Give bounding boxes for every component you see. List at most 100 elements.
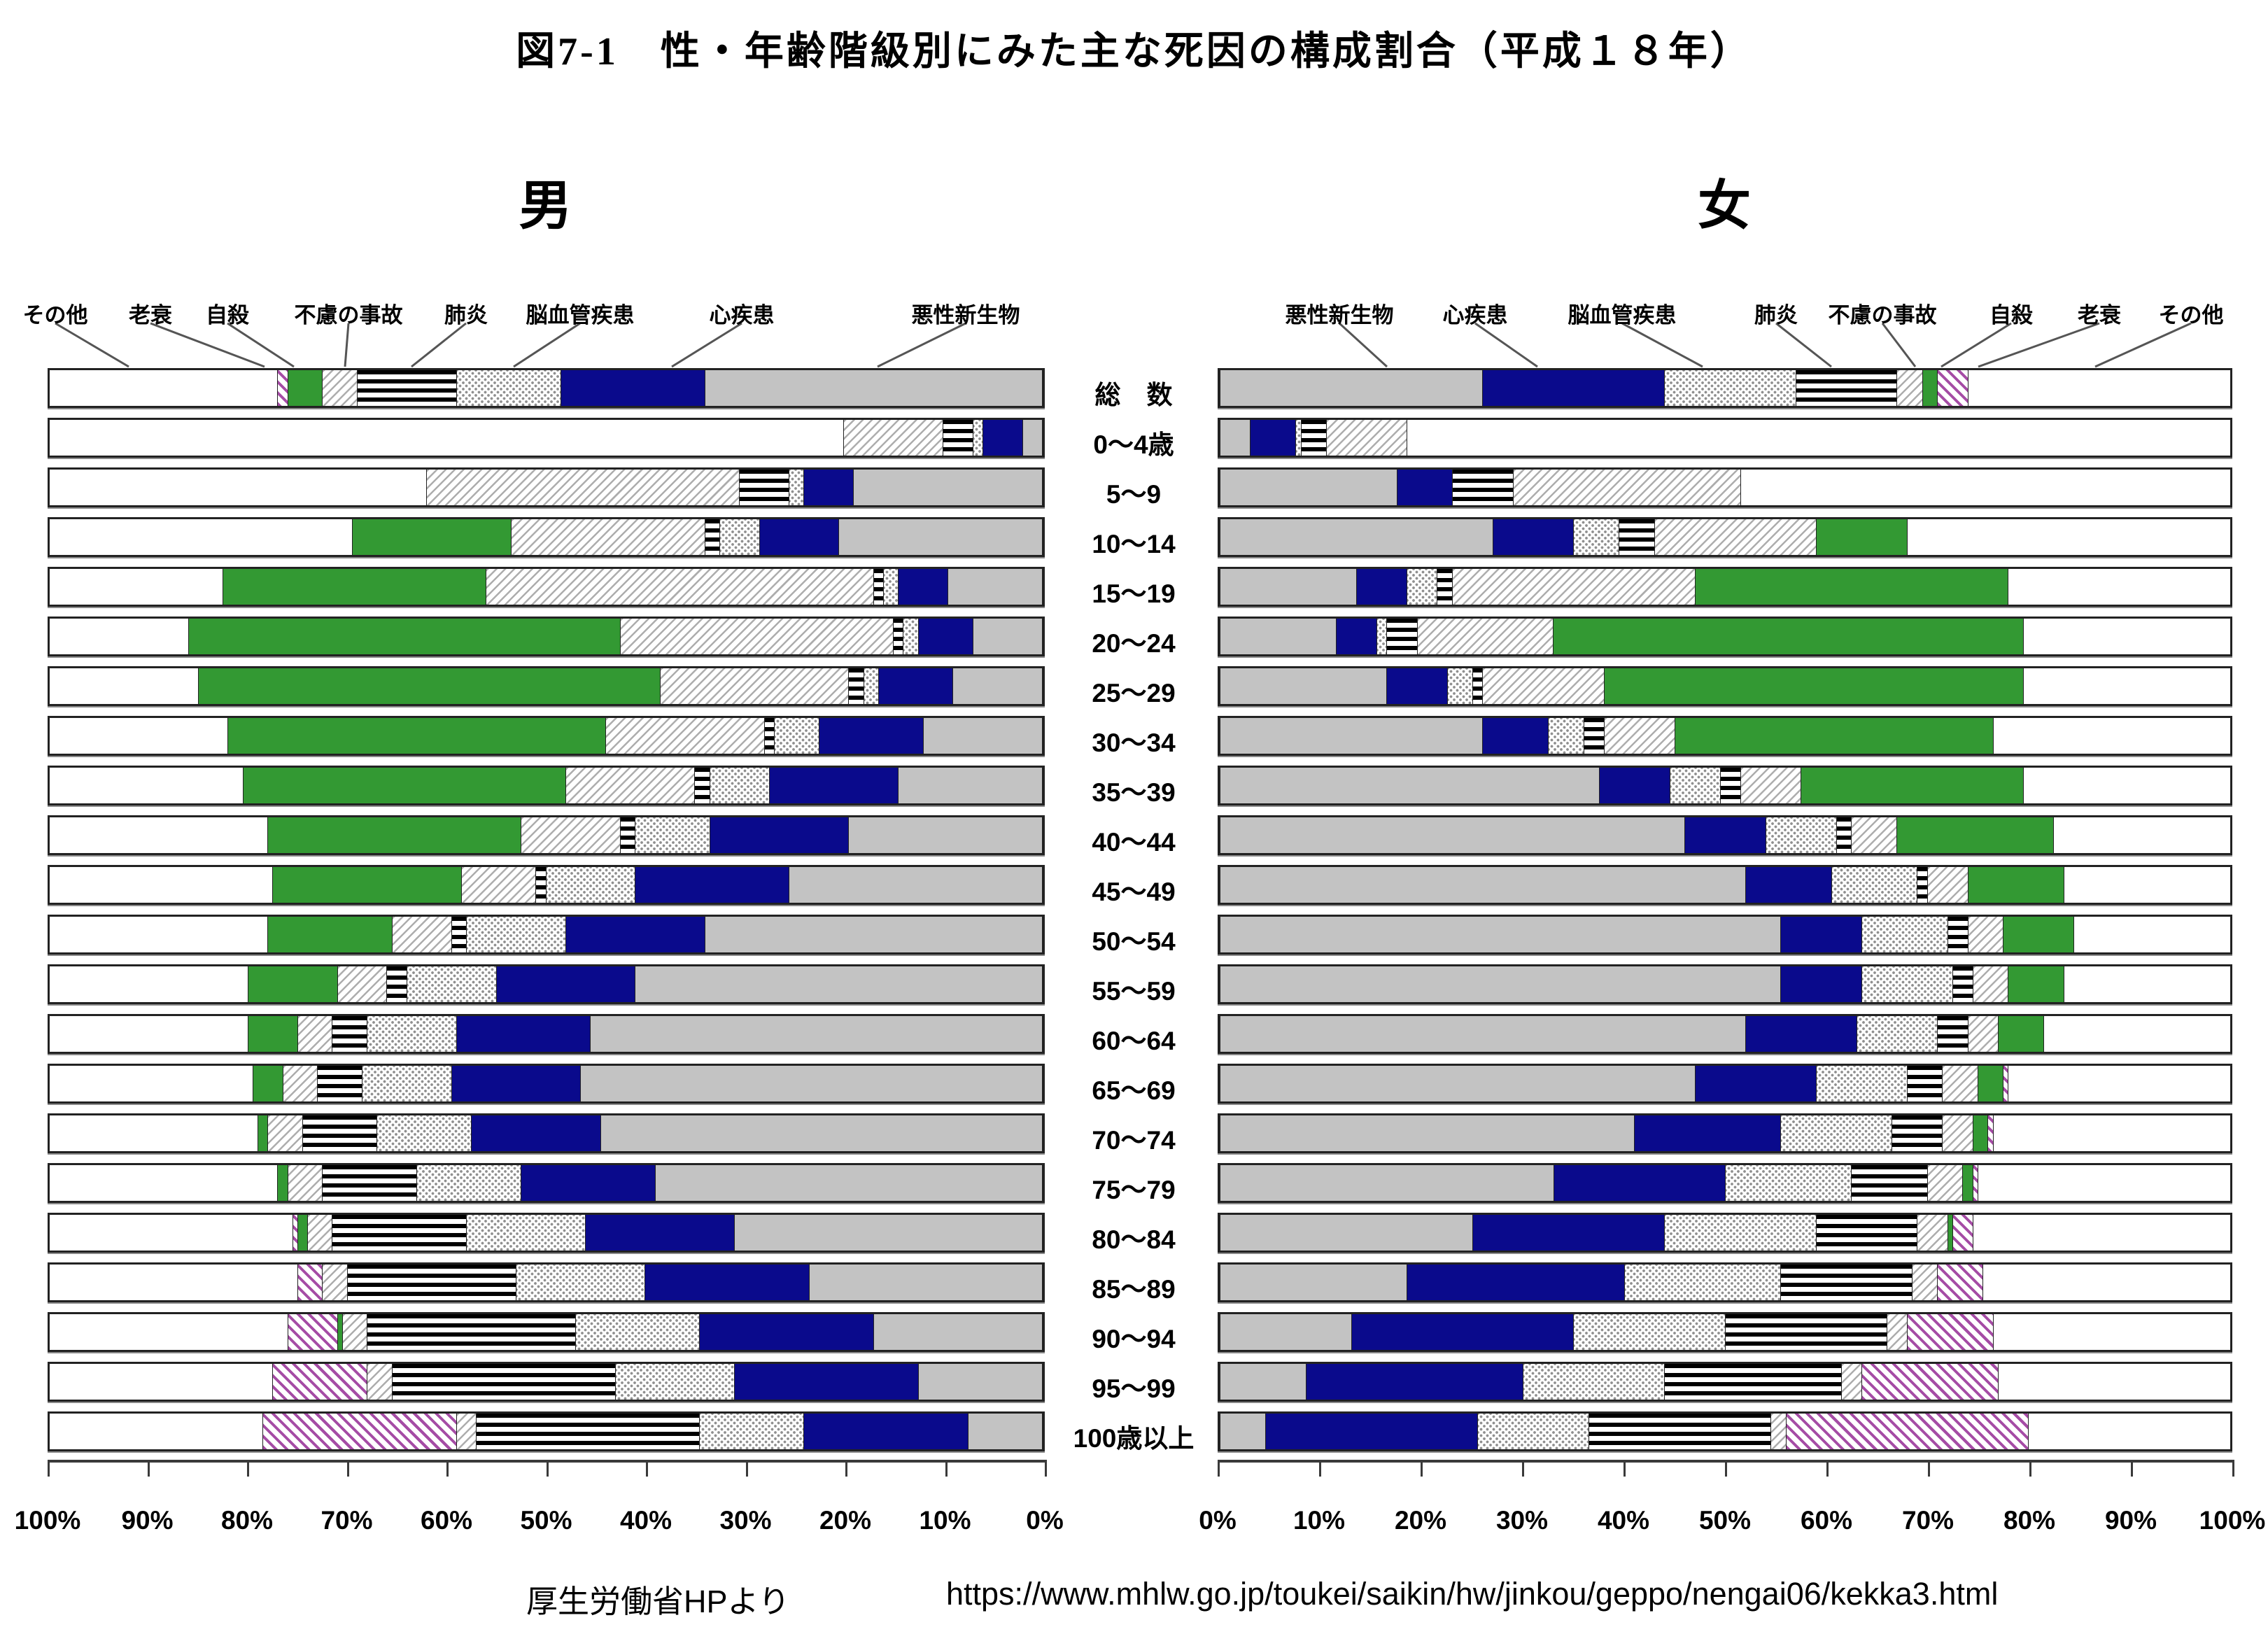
bar-row-female-11: [1218, 915, 2232, 955]
axis-tick-label-male-6: 40%: [619, 1506, 672, 1535]
bar-segment-senility: [1861, 1364, 1998, 1400]
bar-segment-cerebrovascular: [883, 569, 899, 605]
bar-row-female-9: [1218, 815, 2232, 855]
bar-segment-accidents: [1452, 569, 1695, 605]
bar-row-male-13: [48, 1014, 1045, 1054]
bar-segment-suicide: [1922, 370, 1938, 406]
bar-segment-malignant: [1220, 519, 1493, 555]
bar-segment-suicide: [248, 1016, 298, 1052]
bar-segment-senility: [293, 1215, 298, 1251]
bar-segment-cerebrovascular: [407, 966, 497, 1002]
bar-segment-pneumonia: [1472, 668, 1483, 704]
bar-segment-accidents: [323, 1265, 348, 1300]
bar-segment-other: [50, 668, 199, 704]
bar-segment-cerebrovascular: [1664, 370, 1796, 406]
bar-segment-heart: [1598, 768, 1670, 803]
bar-segment-pneumonia: [1437, 569, 1453, 605]
bar-segment-cerebrovascular: [1861, 966, 1952, 1002]
bar-segment-cerebrovascular: [1815, 1066, 1907, 1101]
bar-segment-malignant: [809, 1265, 1043, 1300]
axis-tick-male-0: [48, 1460, 50, 1477]
bar-segment-heart: [1482, 718, 1549, 754]
cause-label-suicide-male: 自殺: [206, 303, 249, 328]
bar-segment-suicide: [2008, 966, 2064, 1002]
bar-row-male-8: [48, 766, 1045, 805]
bar-segment-senility: [1937, 370, 1968, 406]
cause-label-cerebrovascular-male: 脳血管疾患: [526, 303, 635, 328]
footer-source: 厚生労働省HPより: [526, 1584, 790, 1619]
bar-segment-accidents: [605, 718, 765, 754]
bar-segment-malignant: [1220, 1215, 1472, 1251]
bar-segment-other: [50, 1016, 248, 1052]
bar-segment-pneumonia: [1836, 817, 1852, 853]
bar-row-female-0: [1218, 368, 2232, 408]
figure-title: 図7-1 性・年齢階級別にみた主な死因の構成割合（平成１８年）: [516, 30, 1752, 73]
bar-segment-pneumonia: [477, 1414, 700, 1449]
bar-segment-other: [1967, 370, 2230, 406]
bar-segment-pneumonia: [387, 966, 407, 1002]
age-label-7: 30～34: [1092, 728, 1176, 757]
chart-heading-male: 男: [519, 176, 574, 236]
bar-segment-suicide: [1967, 867, 2064, 903]
bar-row-female-19: [1218, 1312, 2232, 1352]
bar-segment-other: [1982, 1265, 2230, 1300]
bar-segment-accidents: [456, 1414, 477, 1449]
cause-label-heart-female: 心疾患: [1442, 303, 1508, 328]
bar-segment-heart: [1305, 1364, 1523, 1400]
bar-segment-cerebrovascular: [789, 470, 805, 505]
bar-segment-suicide: [1553, 619, 2023, 654]
bar-segment-other: [2053, 817, 2230, 853]
bar-segment-suicide: [1674, 718, 1993, 754]
bar-segment-pneumonia: [367, 1314, 577, 1350]
bar-segment-suicide: [1815, 519, 1907, 555]
bar-segment-suicide: [1801, 768, 2023, 803]
bar-row-female-4: [1218, 567, 2232, 607]
bar-segment-other: [2043, 1016, 2230, 1052]
age-label-21: 100歳以上: [1073, 1424, 1195, 1453]
bar-segment-cerebrovascular: [1573, 1314, 1725, 1350]
bar-segment-heart: [635, 867, 790, 903]
bar-segment-senility: [263, 1414, 457, 1449]
bar-segment-heart: [1472, 1215, 1665, 1251]
bar-segment-other: [50, 917, 269, 952]
bar-segment-heart: [1684, 817, 1766, 853]
bar-segment-accidents: [1841, 1364, 1861, 1400]
bar-segment-heart: [645, 1265, 810, 1300]
bar-segment-pneumonia: [1724, 1314, 1887, 1350]
bar-segment-suicide: [1977, 1066, 2003, 1101]
axis-tick-label-male-9: 10%: [919, 1506, 971, 1535]
axis-tick-male-3: [346, 1460, 349, 1477]
bar-segment-other: [50, 1314, 288, 1350]
bar-row-female-7: [1218, 716, 2232, 756]
bar-segment-other: [50, 569, 224, 605]
bar-segment-accidents: [461, 867, 537, 903]
bar-segment-suicide: [337, 1314, 343, 1350]
bar-segment-pneumonia: [1664, 1364, 1842, 1400]
bar-segment-pneumonia: [1815, 1215, 1917, 1251]
bar-segment-heart: [1780, 966, 1861, 1002]
bar-segment-malignant: [854, 470, 1043, 505]
bar-segment-accidents: [268, 1115, 303, 1151]
bar-segment-cerebrovascular: [516, 1265, 646, 1300]
bar-segment-heart: [982, 420, 1023, 456]
bar-segment-accidents: [1927, 1165, 1963, 1201]
bar-segment-cerebrovascular: [362, 1066, 452, 1101]
bar-segment-heart: [1745, 867, 1831, 903]
bar-segment-accidents: [307, 1215, 333, 1251]
bar-segment-heart: [1482, 370, 1665, 406]
bar-segment-malignant: [849, 817, 1043, 853]
bar-segment-suicide: [248, 966, 338, 1002]
axis-tick-label-female-5: 50%: [1698, 1506, 1752, 1535]
bar-segment-pneumonia: [1906, 1066, 1943, 1101]
cause-label-malignant-male: 悪性新生物: [911, 303, 1020, 328]
axis-tick-label-female-4: 40%: [1597, 1506, 1650, 1535]
bar-segment-senility: [1972, 1165, 1978, 1201]
bar-segment-malignant: [1220, 668, 1387, 704]
bar-segment-heart: [565, 917, 705, 952]
bar-segment-accidents: [660, 668, 850, 704]
bar-segment-cerebrovascular: [1523, 1364, 1665, 1400]
bar-row-female-17: [1218, 1213, 2232, 1253]
age-label-17: 80～84: [1092, 1225, 1176, 1254]
age-label-16: 75～79: [1092, 1176, 1176, 1204]
